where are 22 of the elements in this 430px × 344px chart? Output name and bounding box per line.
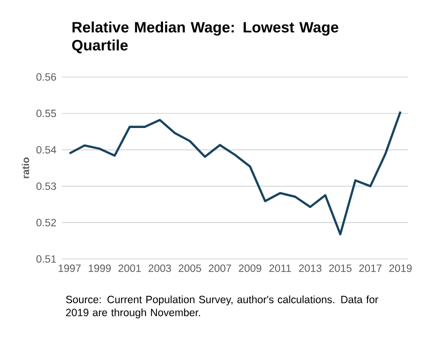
x-tick-label: 2005	[178, 264, 202, 272]
chart-title: Relative Median Wage: Lowest Wage Quartile	[72, 22, 338, 54]
x-tick-label: 2013	[299, 264, 322, 272]
y-tick-label: 0.55	[36, 110, 56, 118]
x-tick-label: 2015	[329, 264, 352, 272]
y-tick-label: 0.56	[36, 73, 56, 81]
x-tick-label: 2017	[359, 264, 382, 272]
x-tick-label: 2007	[208, 264, 232, 272]
x-tick-label: 2009	[238, 264, 262, 272]
x-tick-label: 1997	[58, 264, 81, 272]
line-series	[68, 110, 402, 236]
y-tick-label: 0.53	[36, 182, 56, 190]
y-tick-label: 0.54	[36, 146, 56, 154]
x-tick-label: 2003	[148, 264, 171, 272]
x-tick-label: 2019	[389, 264, 412, 272]
y-tick-label: 0.51	[36, 255, 56, 263]
source-note: Source: Current Population Survey, author's calculations. Data for 2019 are through November.	[66, 296, 378, 318]
x-tick-label: 2011	[269, 264, 291, 272]
y-axis-title: ratio	[22, 158, 30, 178]
x-tick-label: 1999	[88, 264, 111, 272]
x-tick-label: 2001	[118, 264, 141, 272]
y-tick-label: 0.52	[36, 218, 56, 226]
